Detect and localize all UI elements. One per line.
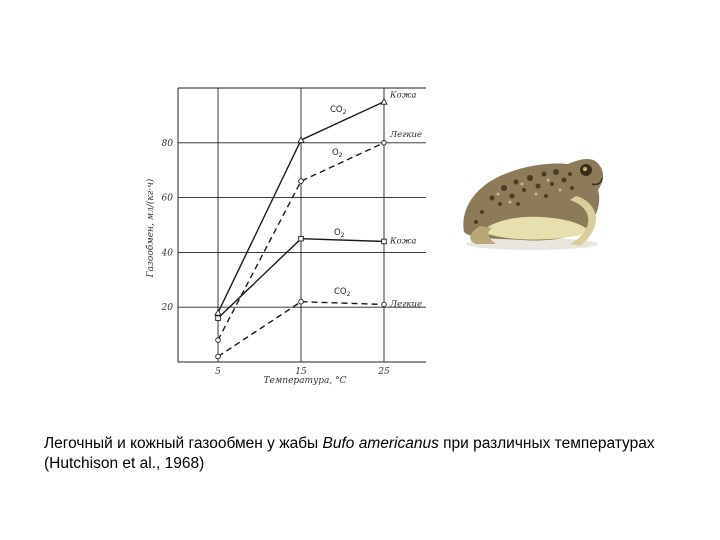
series-name-label: Кожа [389, 236, 416, 246]
data-point [298, 178, 304, 184]
data-point [297, 136, 305, 144]
gas-label-subscript: 2 [339, 152, 343, 159]
gas-label: O2 [332, 148, 343, 159]
series-name-label: Легкие [389, 130, 422, 140]
series-name-label: Легкие [389, 299, 422, 309]
gas-label: O2 [334, 228, 345, 239]
series-line [217, 301, 385, 358]
grid [177, 87, 426, 363]
caption-text-end: при различных температурах (Hutchison et… [44, 435, 655, 472]
y-tick-label: 60 [162, 194, 174, 204]
y-axis-title: Газообмен, мл/(кг·ч) [145, 178, 156, 278]
gas-label-subscript: 2 [343, 109, 347, 116]
x-tick-label: 25 [377, 367, 390, 377]
x-tick-label: 5 [215, 367, 221, 377]
gas-exchange-chart: Температура, °С Газообмен, мл/(кг·ч) 20 4… [145, 87, 426, 386]
caption-text-start: Легочный и кожный газообмен у жабы [44, 435, 323, 452]
y-tick-label: 20 [161, 303, 174, 313]
gas-label: CO2 [330, 105, 347, 116]
gas-label: CO2 [334, 287, 351, 298]
x-axis-title: Температура, °С [263, 376, 346, 386]
data-point [381, 301, 387, 308]
data-point [381, 238, 387, 245]
data-point [214, 308, 222, 316]
data-point [298, 298, 304, 305]
series-name-label: Кожа [389, 91, 416, 101]
data-point [215, 337, 221, 343]
data-point [215, 353, 221, 360]
data-point [381, 140, 387, 146]
labels-layer: Температура, °С Газообмен, мл/(кг·ч) 20 4… [145, 91, 422, 386]
gas-label-subscript: 2 [347, 291, 351, 298]
toad-icon [463, 159, 604, 250]
x-tick-label: 15 [295, 367, 307, 377]
data-point [298, 235, 304, 242]
gas-label-subscript: 2 [341, 232, 345, 239]
caption-species: Bufo americanus [322, 435, 439, 452]
series-layer [214, 97, 388, 360]
series-line [217, 142, 385, 341]
data-point [380, 97, 388, 105]
y-tick-label: 40 [161, 248, 174, 258]
y-tick-label: 80 [162, 139, 174, 149]
figure-caption: Легочный и кожный газообмен у жабы Bufo … [44, 434, 684, 474]
data-point [215, 315, 221, 321]
